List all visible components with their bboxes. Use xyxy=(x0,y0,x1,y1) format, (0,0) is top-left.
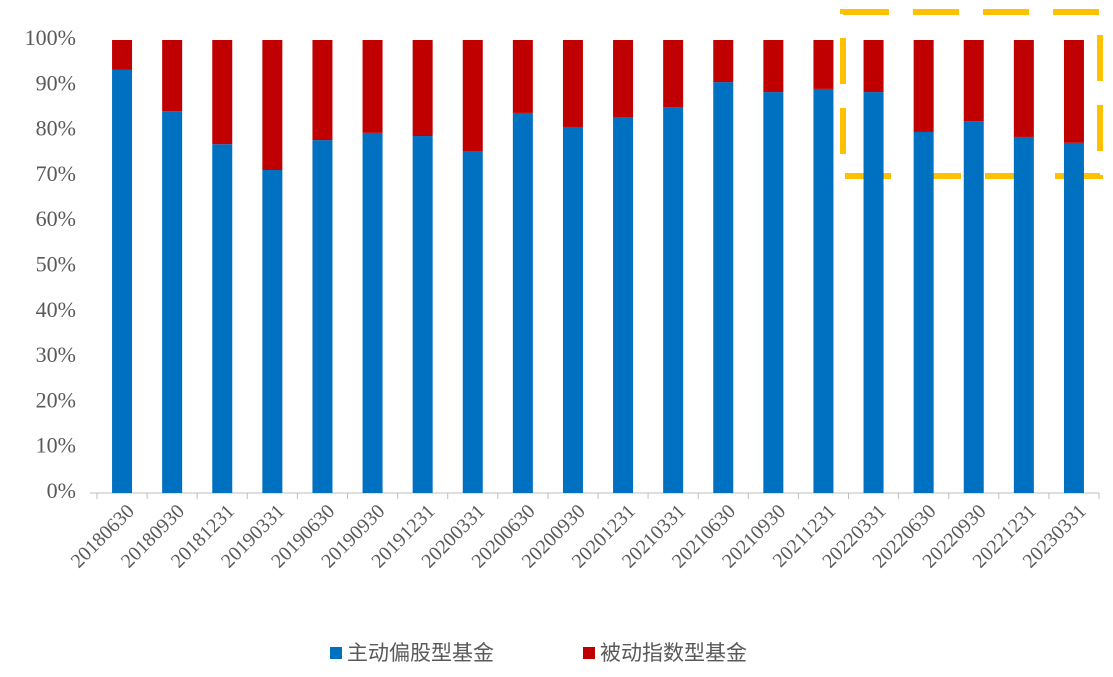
y-tick-label: 0% xyxy=(47,478,76,503)
bar-segment xyxy=(963,40,984,122)
bar-segment xyxy=(963,121,984,493)
y-tick-label: 50% xyxy=(36,252,76,277)
bar-segment xyxy=(713,40,734,83)
legend-swatch xyxy=(583,647,595,659)
bar-segment xyxy=(613,40,634,118)
bar-segment xyxy=(763,40,784,93)
y-tick-label: 10% xyxy=(36,433,76,458)
bar-segment xyxy=(813,88,834,493)
bar-segment xyxy=(863,92,884,493)
bar-segment xyxy=(112,69,133,493)
bar-segment xyxy=(412,136,433,493)
bar-segment xyxy=(763,92,784,493)
bar-segment xyxy=(1013,136,1034,493)
bar-segment xyxy=(212,144,233,493)
bar-segment xyxy=(1063,40,1084,143)
y-tick-label: 60% xyxy=(36,206,76,231)
bar-segment xyxy=(412,40,433,137)
legend-label: 被动指数型基金 xyxy=(600,641,747,665)
y-tick-label: 100% xyxy=(25,25,76,50)
y-tick-label: 30% xyxy=(36,342,76,367)
bar-segment xyxy=(863,40,884,93)
bar-segment xyxy=(1063,142,1084,493)
bar-segment xyxy=(262,170,283,494)
bar-segment xyxy=(663,107,684,493)
bar-segment xyxy=(562,40,583,127)
bar-segment xyxy=(162,111,183,493)
y-tick-label: 70% xyxy=(36,161,76,186)
bar-segment xyxy=(162,40,183,112)
bar-segment xyxy=(663,40,684,108)
bar-segment xyxy=(462,40,483,151)
bar-segment xyxy=(813,40,834,89)
bar-segment xyxy=(312,140,333,493)
y-tick-label: 90% xyxy=(36,70,76,95)
bar-segment xyxy=(913,40,934,132)
y-tick-label: 40% xyxy=(36,297,76,322)
bar-segment xyxy=(312,40,333,141)
bar-segment xyxy=(362,132,383,494)
bar-segment xyxy=(362,40,383,133)
bar-segment xyxy=(512,112,533,494)
bar-segment xyxy=(713,82,734,493)
bar-segment xyxy=(512,40,533,113)
bar-segment xyxy=(462,150,483,494)
bar-segment xyxy=(913,131,934,494)
bar-segment xyxy=(613,117,634,493)
legend-swatch xyxy=(330,647,342,659)
bar-segment xyxy=(112,40,133,70)
bar-segment xyxy=(262,40,283,171)
y-tick-label: 20% xyxy=(36,387,76,412)
bar-segment xyxy=(1013,40,1034,137)
bar-segment xyxy=(562,126,583,493)
bar-segment xyxy=(212,40,233,145)
y-tick-label: 80% xyxy=(36,116,76,141)
legend-label: 主动偏股型基金 xyxy=(347,641,494,665)
